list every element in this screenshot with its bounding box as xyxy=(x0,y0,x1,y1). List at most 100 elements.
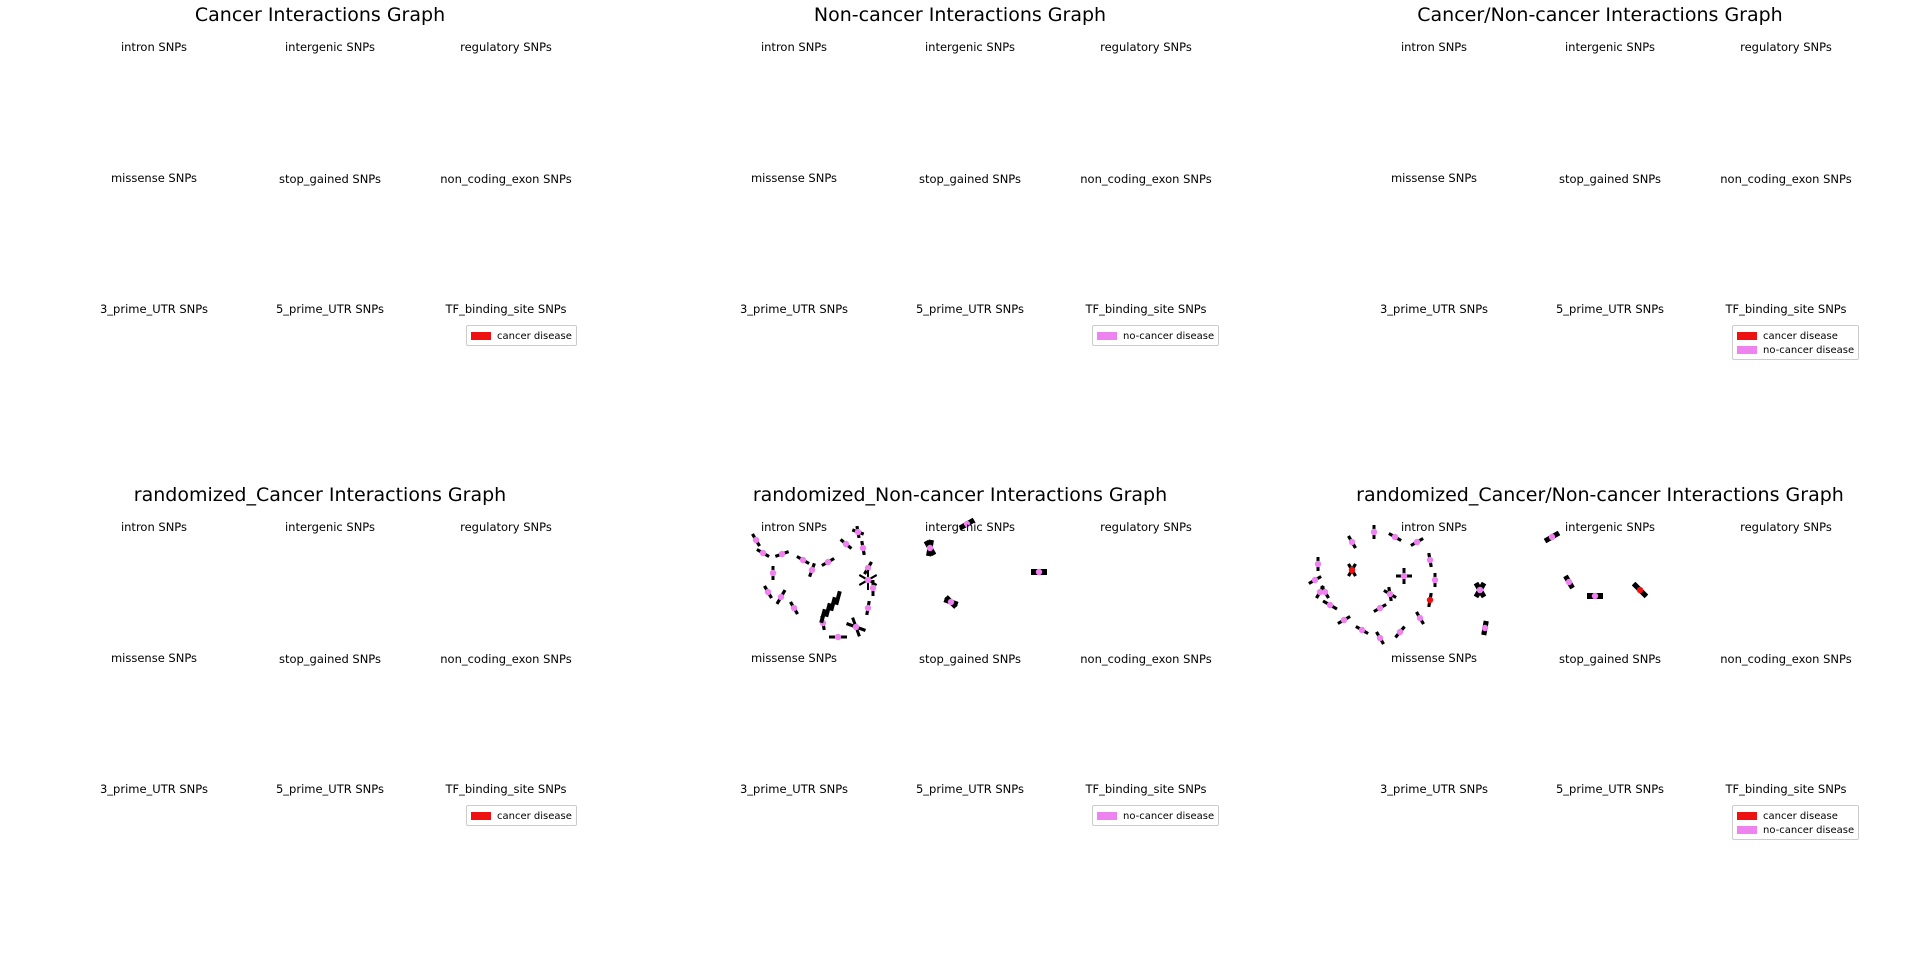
subplot-label-missense: missense SNPs xyxy=(1390,171,1478,185)
network-node xyxy=(1314,560,1322,568)
legend-swatch-cancer xyxy=(1737,812,1757,820)
network-edge xyxy=(824,602,832,618)
network-node xyxy=(842,540,850,548)
network-node xyxy=(1481,624,1489,632)
panel-title: Cancer/Non-cancer Interactions Graph xyxy=(1417,4,1783,26)
legend-swatch-noncancer xyxy=(1097,332,1117,340)
network-node xyxy=(759,549,767,557)
legend-label: cancer disease xyxy=(1763,810,1838,822)
subplot-label-missense: missense SNPs xyxy=(750,171,838,185)
network-node xyxy=(1348,538,1356,546)
legend-swatch-cancer xyxy=(471,812,491,820)
subplot-label-non-coding-exon: non_coding_exon SNPs xyxy=(1080,652,1212,666)
network-edge xyxy=(819,608,827,624)
subplot-label-3-prime-utr: 3_prime_UTR SNPs xyxy=(1379,782,1489,796)
panel-title: randomized_Cancer/Non-cancer Interaction… xyxy=(1356,484,1844,506)
network-node xyxy=(808,566,816,574)
subplot-label-intergenic: intergenic SNPs xyxy=(1564,40,1656,54)
subplot-label-stop-gained: stop_gained SNPs xyxy=(1558,652,1662,666)
legend-entry-noncancer: no-cancer disease xyxy=(1097,809,1214,823)
subplot-label-regulatory: regulatory SNPs xyxy=(1740,520,1832,534)
legend: no-cancer disease xyxy=(1092,805,1220,826)
subplot-label-missense: missense SNPs xyxy=(750,651,838,665)
network-node xyxy=(1426,596,1434,604)
network-node xyxy=(1340,616,1348,624)
network-node xyxy=(852,623,860,631)
subplot-label-5-prime-utr: 5_prime_UTR SNPs xyxy=(275,302,385,316)
subplot-label-non-coding-exon: non_coding_exon SNPs xyxy=(1720,172,1852,186)
network-node xyxy=(1311,576,1319,584)
subplot-label-tf-binding-site: TF_binding_site SNPs xyxy=(445,782,567,796)
legend-label: cancer disease xyxy=(497,330,572,342)
subplot-label-non-coding-exon: non_coding_exon SNPs xyxy=(1720,652,1852,666)
network-edge xyxy=(829,596,837,612)
panel-randomized-noncancer: randomized_Non-cancer Interactions Graph… xyxy=(640,480,1280,960)
network-plot xyxy=(751,517,1047,641)
network-node xyxy=(778,550,786,558)
subplot-label-5-prime-utr: 5_prime_UTR SNPs xyxy=(275,782,385,796)
network-node xyxy=(1476,586,1484,594)
subplot-label-5-prime-utr: 5_prime_UTR SNPs xyxy=(1555,782,1665,796)
subplot-label-3-prime-utr: 3_prime_UTR SNPs xyxy=(739,782,849,796)
network-node xyxy=(1348,566,1356,574)
subplot-label-intergenic: intergenic SNPs xyxy=(284,520,376,534)
subplot-label-regulatory: regulatory SNPs xyxy=(460,40,552,54)
subplot-label-regulatory: regulatory SNPs xyxy=(1100,520,1192,534)
network-node xyxy=(1358,626,1366,634)
subplot-label-intergenic: intergenic SNPs xyxy=(1564,520,1656,534)
subplot-label-intergenic: intergenic SNPs xyxy=(924,520,1016,534)
panel-randomized-cancer: randomized_Cancer Interactions Graph int… xyxy=(0,480,640,960)
network-node xyxy=(1391,533,1399,541)
network-node xyxy=(864,564,872,572)
subplot-label-intron: intron SNPs xyxy=(120,520,188,534)
subplot-label-non-coding-exon: non_coding_exon SNPs xyxy=(440,652,572,666)
legend-swatch-noncancer xyxy=(1737,826,1757,834)
legend-entry-cancer: cancer disease xyxy=(471,809,572,823)
legend-entry-noncancer: no-cancer disease xyxy=(1737,823,1854,837)
subplot-label-3-prime-utr: 3_prime_UTR SNPs xyxy=(739,302,849,316)
network-node xyxy=(947,598,955,606)
network-node xyxy=(1035,568,1043,576)
panel-title: Non-cancer Interactions Graph xyxy=(813,4,1107,26)
panel-cancer: Cancer Interactions Graph intron SNPs in… xyxy=(0,0,640,480)
legend-swatch-cancer xyxy=(1737,332,1757,340)
subplot-label-tf-binding-site: TF_binding_site SNPs xyxy=(1725,302,1847,316)
network-node xyxy=(834,633,842,641)
legend-entry-cancer: cancer disease xyxy=(1737,809,1854,823)
subplot-label-tf-binding-site: TF_binding_site SNPs xyxy=(1085,782,1207,796)
subplot-label-stop-gained: stop_gained SNPs xyxy=(278,652,382,666)
network-node xyxy=(869,584,877,592)
network-node xyxy=(926,544,934,552)
network-node xyxy=(1565,578,1573,586)
network-node xyxy=(1326,601,1334,609)
legend: cancer disease no-cancer disease xyxy=(1732,325,1860,360)
network-node xyxy=(799,556,807,564)
legend-swatch-noncancer xyxy=(1737,346,1757,354)
network-node xyxy=(864,604,872,612)
subplot-label-stop-gained: stop_gained SNPs xyxy=(1558,172,1662,186)
network-node xyxy=(1316,588,1324,596)
subplot-label-intron: intron SNPs xyxy=(120,40,188,54)
subplot-label-non-coding-exon: non_coding_exon SNPs xyxy=(440,172,572,186)
subplot-label-tf-binding-site: TF_binding_site SNPs xyxy=(1725,782,1847,796)
subplot-label-missense: missense SNPs xyxy=(110,651,198,665)
network-node xyxy=(1416,614,1424,622)
panel-title: Cancer Interactions Graph xyxy=(194,4,446,26)
legend-label: no-cancer disease xyxy=(1763,344,1855,356)
network-node xyxy=(864,576,872,584)
subplot-label-regulatory: regulatory SNPs xyxy=(1100,40,1192,54)
network-node xyxy=(1386,590,1394,598)
subplot-label-stop-gained: stop_gained SNPs xyxy=(918,172,1022,186)
subplot-label-3-prime-utr: 3_prime_UTR SNPs xyxy=(99,302,209,316)
panel-randomized-cancer-noncancer: randomized_Cancer/Non-cancer Interaction… xyxy=(1280,480,1920,960)
network-node xyxy=(1370,528,1378,536)
legend-label: no-cancer disease xyxy=(1763,824,1855,836)
network-node xyxy=(859,544,867,552)
subplot-label-5-prime-utr: 5_prime_UTR SNPs xyxy=(1555,302,1665,316)
legend: cancer disease no-cancer disease xyxy=(1732,805,1860,840)
legend-label: no-cancer disease xyxy=(1123,330,1215,342)
network-node xyxy=(752,536,760,544)
network-plot xyxy=(1308,525,1649,645)
network-node xyxy=(769,569,777,577)
subplot-label-tf-binding-site: TF_binding_site SNPs xyxy=(1085,302,1207,316)
